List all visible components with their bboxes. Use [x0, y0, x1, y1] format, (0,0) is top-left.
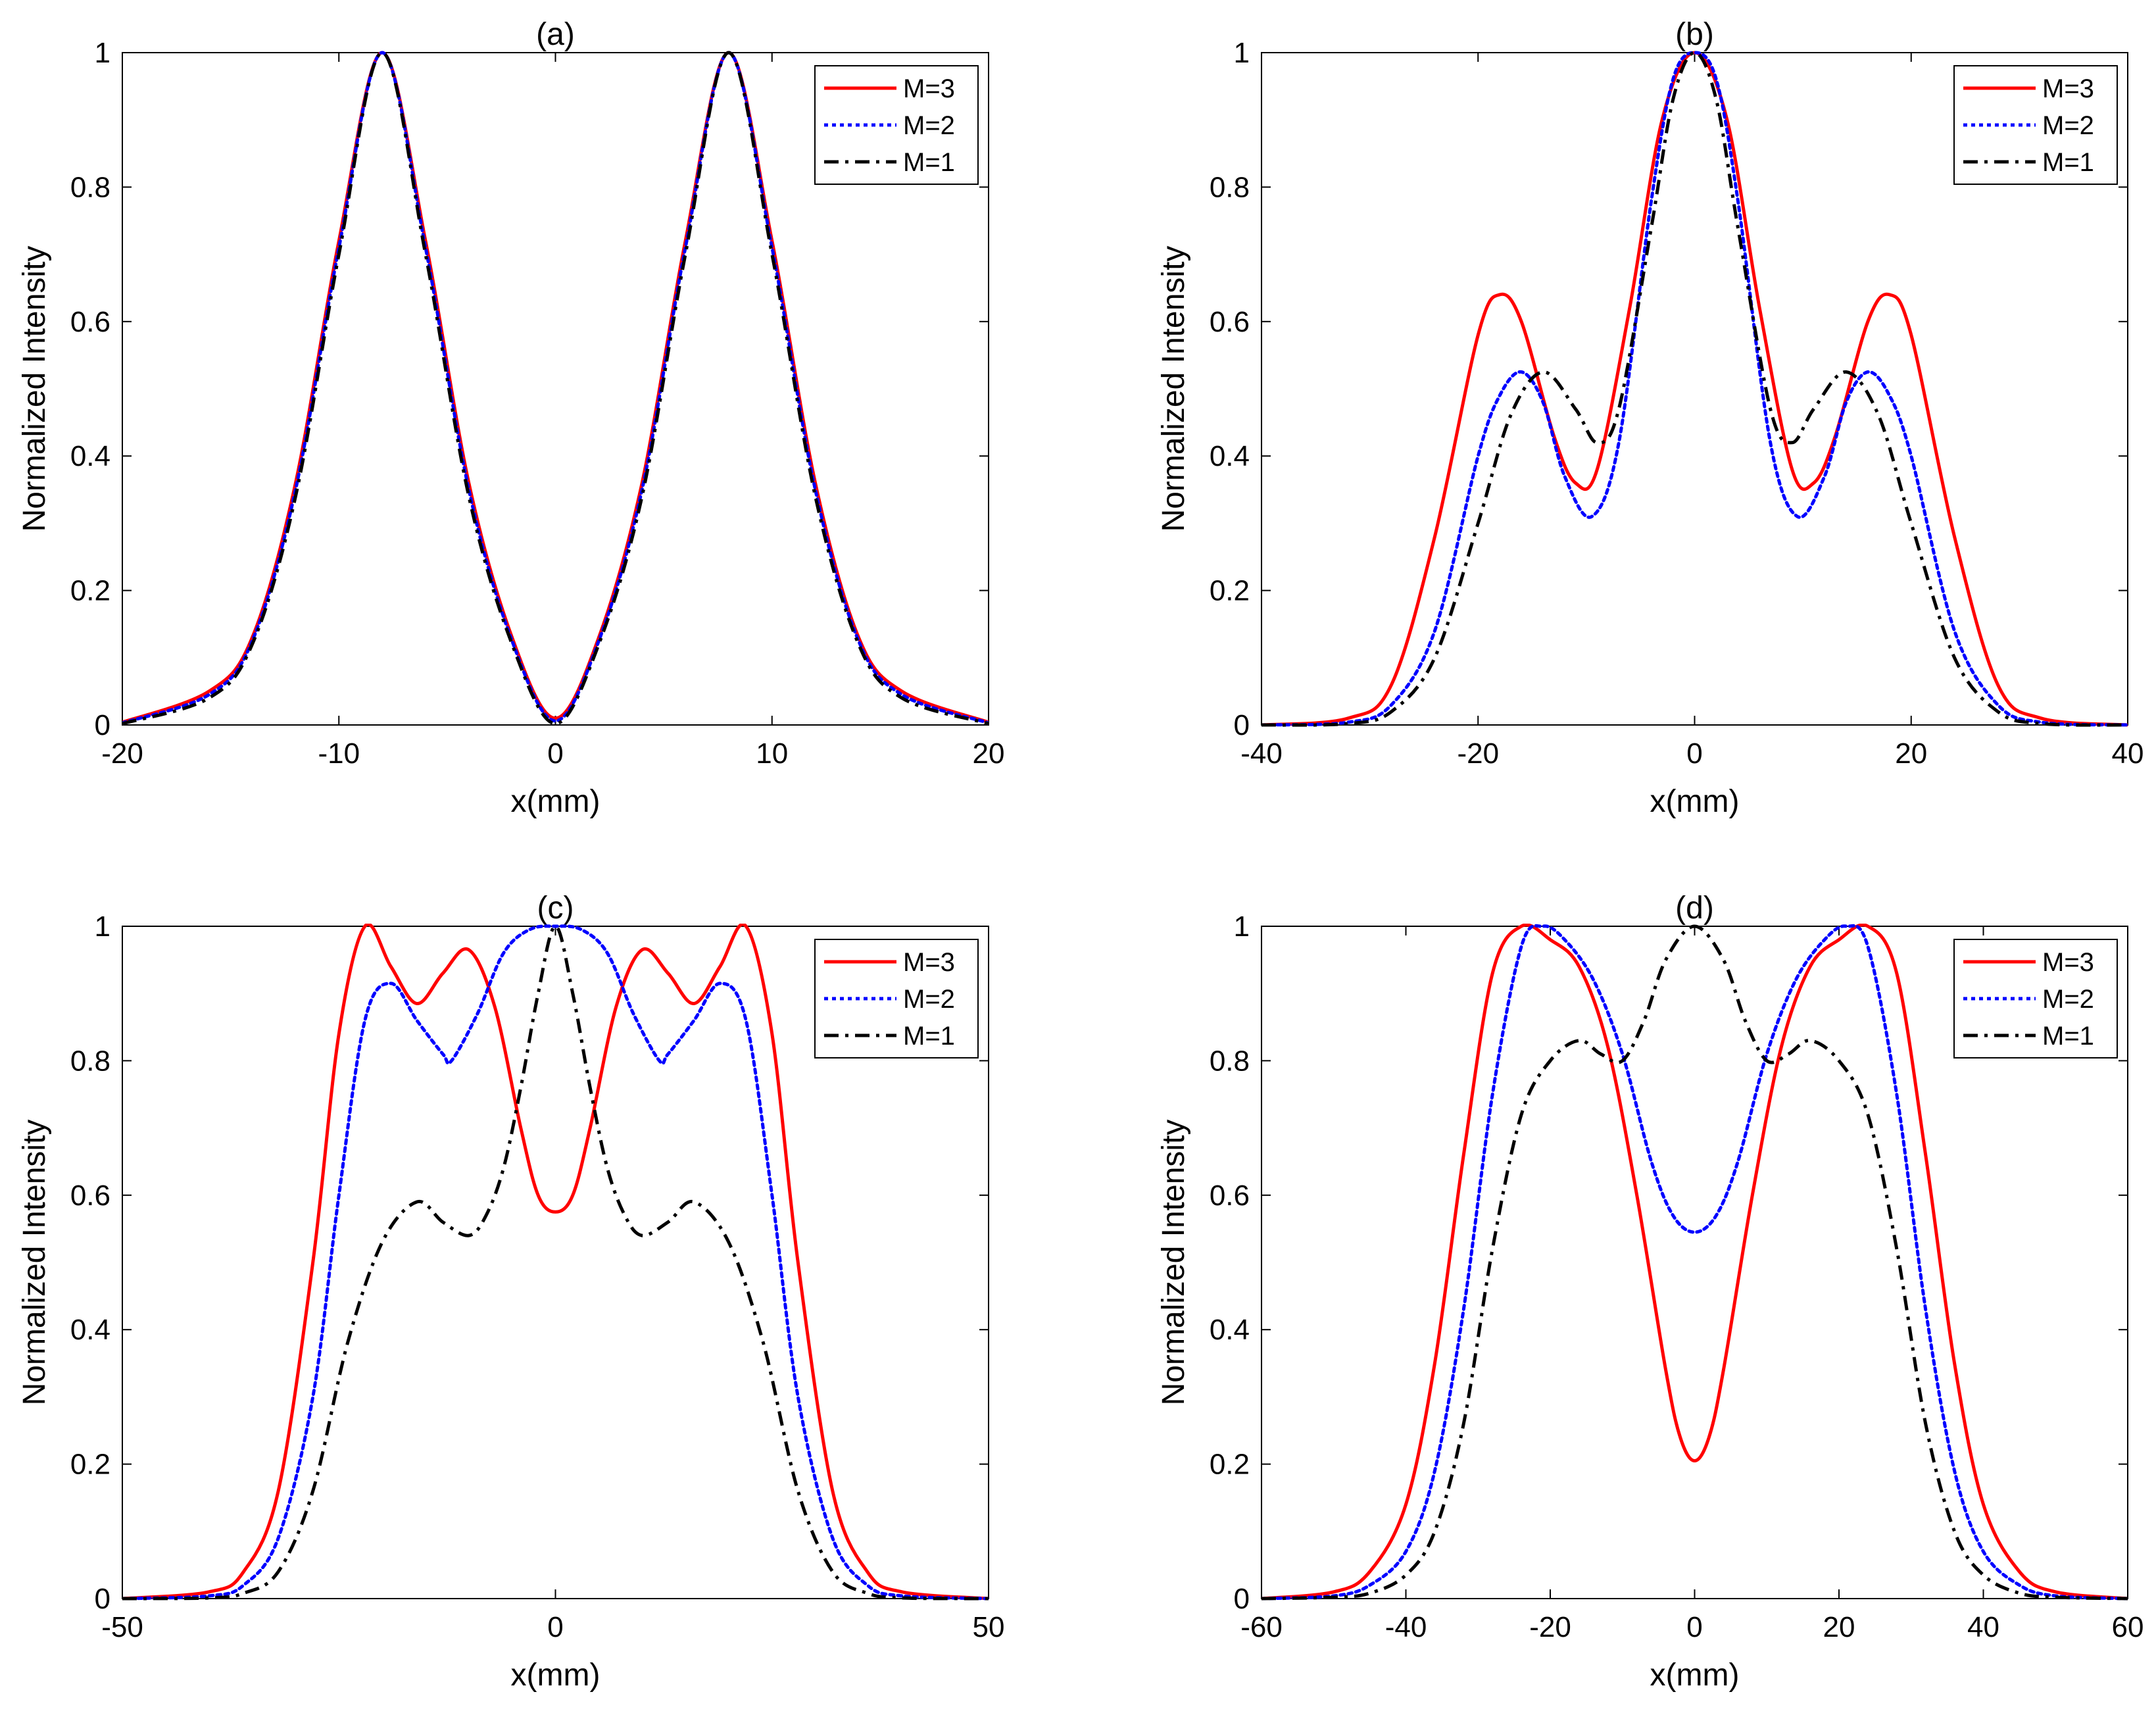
legend-label: M=3	[2042, 948, 2094, 977]
y-tick-label: 0.6	[70, 1180, 110, 1212]
y-tick-label: 1	[95, 910, 110, 943]
y-tick-label: 0.2	[1210, 575, 1250, 607]
legend: M=3 M=2 M=1	[1953, 939, 2118, 1058]
chart-panel-d: -60 -40 -20 0 20 40 60 0 0.2 0.4 0.6 0.8 1 x(mm) Norma…	[1156, 891, 2144, 1693]
x-tick-label: -60	[1240, 1611, 1283, 1643]
x-tick-label: 50	[973, 1611, 1005, 1643]
y-tick-label: 0.4	[1210, 440, 1250, 472]
legend-label: M=1	[2042, 148, 2094, 177]
x-tick-label: 40	[2112, 737, 2144, 770]
x-tick-label: -10	[318, 737, 360, 770]
y-tick-label: 0.8	[1210, 171, 1250, 203]
plot-area	[122, 924, 989, 1601]
panel-title: (d)	[1675, 891, 1714, 926]
series-line-m1	[1262, 924, 2128, 1601]
y-axis-title: Normalized Intensity	[1156, 1120, 1191, 1406]
legend-label: M=3	[903, 948, 955, 977]
x-tick-label: 20	[1895, 737, 1927, 770]
plot-area	[1262, 924, 2128, 1601]
panel-title: (b)	[1675, 17, 1714, 52]
y-tick-label: 0.4	[1210, 1314, 1250, 1346]
y-tick-label: 0.4	[70, 1314, 110, 1346]
series-line-m2	[122, 924, 989, 1601]
x-axis-title: x(mm)	[511, 784, 600, 819]
y-tick-label: 0.8	[1210, 1045, 1250, 1077]
x-axis-title: x(mm)	[1650, 1658, 1740, 1693]
legend-label: M=3	[903, 74, 955, 103]
y-tick-label: 0.8	[70, 1045, 110, 1077]
y-tick-label: 0	[95, 709, 110, 741]
x-tick-label: 20	[1823, 1611, 1855, 1643]
plot-area	[1262, 51, 2128, 727]
y-tick-label: 0.2	[70, 1449, 110, 1481]
x-tick-label: 40	[1967, 1611, 1999, 1643]
chart-panel-b: -40 -20 0 20 40 0 0.2 0.4 0.6 0.8 1 x(mm) Normalized…	[1156, 17, 2144, 819]
panel-title: (c)	[537, 891, 574, 926]
y-tick-label: 0.6	[1210, 306, 1250, 338]
series-line-m2	[1262, 51, 2128, 727]
series-line-m2	[122, 51, 989, 725]
series-line-m3	[122, 924, 989, 1601]
legend-label: M=2	[903, 985, 955, 1014]
x-tick-label: 60	[2112, 1611, 2144, 1643]
legend: M=3 M=2 M=1	[1953, 65, 2118, 185]
y-tick-label: 0.8	[70, 171, 110, 203]
x-tick-label: 0	[1686, 737, 1702, 770]
legend-label: M=1	[2042, 1022, 2094, 1051]
legend-label: M=1	[903, 1022, 955, 1051]
y-axis-title: Normalized Intensity	[17, 246, 52, 532]
y-tick-label: 0	[1234, 709, 1250, 741]
x-axis-title: x(mm)	[511, 1658, 600, 1693]
y-tick-label: 0	[95, 1583, 110, 1615]
x-axis-title: x(mm)	[1650, 784, 1740, 819]
y-tick-label: 0	[1234, 1583, 1250, 1615]
legend-label: M=2	[903, 111, 955, 140]
y-axis-title: Normalized Intensity	[17, 1120, 52, 1406]
x-tick-label: 0	[547, 1611, 563, 1643]
y-tick-label: 0.2	[1210, 1449, 1250, 1481]
series-line-m2	[1262, 924, 2128, 1601]
y-tick-label: 0.4	[70, 440, 110, 472]
series-line-m1	[1262, 51, 2128, 727]
x-tick-label: 20	[973, 737, 1005, 770]
legend: M=3 M=2 M=1	[814, 65, 979, 185]
series-line-m3	[1262, 924, 2128, 1601]
y-tick-label: 1	[1234, 37, 1250, 69]
x-tick-label: -20	[1529, 1611, 1571, 1643]
legend-label: M=2	[2042, 985, 2094, 1014]
y-tick-label: 0.6	[70, 306, 110, 338]
y-tick-label: 1	[95, 37, 110, 69]
x-tick-label: 0	[547, 737, 563, 770]
legend-label: M=3	[2042, 74, 2094, 103]
plot-area	[122, 51, 989, 726]
x-tick-label: -20	[1457, 737, 1499, 770]
legend-label: M=1	[903, 148, 955, 177]
x-tick-label: 0	[1686, 1611, 1702, 1643]
x-tick-label: -20	[101, 737, 143, 770]
chart-panel-a: -20 -10 0 10 20 0 0.2 0.4 0.6 0.8 1 x(mm) Normalized…	[17, 17, 1004, 819]
x-tick-label: 10	[756, 737, 788, 770]
legend: M=3 M=2 M=1	[814, 939, 979, 1058]
y-tick-label: 0.6	[1210, 1180, 1250, 1212]
y-tick-label: 0.2	[70, 575, 110, 607]
panel-title: (a)	[536, 17, 575, 52]
y-tick-label: 1	[1234, 910, 1250, 943]
x-tick-label: -40	[1240, 737, 1283, 770]
y-axis-title: Normalized Intensity	[1156, 246, 1191, 532]
x-tick-label: -40	[1385, 1611, 1427, 1643]
legend-label: M=2	[2042, 111, 2094, 140]
x-tick-label: -50	[101, 1611, 143, 1643]
